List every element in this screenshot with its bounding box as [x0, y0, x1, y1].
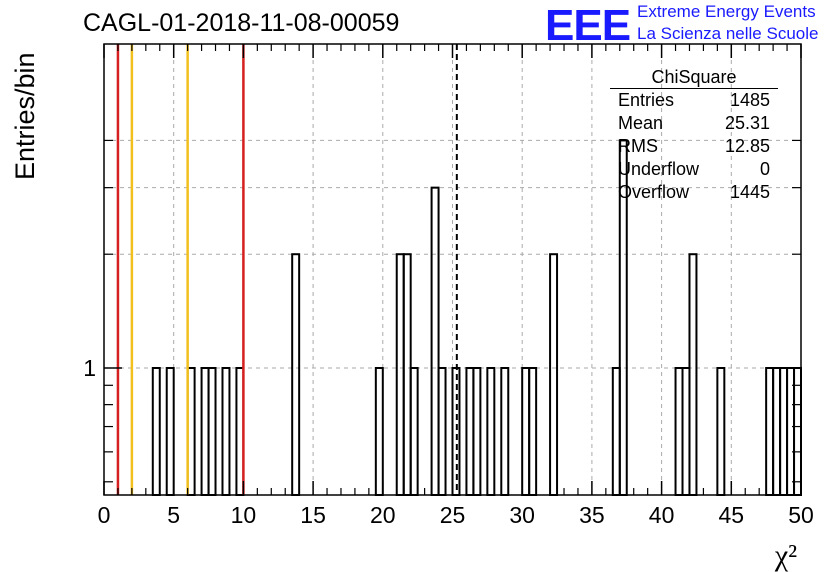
chart-title: CAGL-01-2018-11-08-00059 [83, 9, 400, 37]
histogram-bin [765, 367, 775, 496]
x-tick-label: 20 [370, 502, 396, 528]
x-tick-label: 5 [167, 502, 180, 528]
x-tick-label: 25 [440, 502, 466, 528]
histogram-bin [793, 367, 803, 496]
x-tick-label: 30 [509, 502, 535, 528]
histogram-bin [486, 367, 496, 496]
x-tick-labels: 0 5 10 15 20 25 30 35 40 45 50 [98, 502, 814, 528]
histogram-bin [437, 367, 447, 496]
stats-row: Mean 25.31 [618, 113, 770, 133]
brand-line-1: Extreme Energy Events [637, 2, 816, 21]
stats-title: ChiSquare [610, 66, 778, 89]
x-tick-label: 50 [788, 502, 814, 528]
histogram-bin [549, 253, 559, 496]
histogram-bin [521, 367, 531, 496]
x-tick-label: 15 [300, 502, 326, 528]
histogram-bin [465, 367, 475, 496]
stats-row: RMS 12.85 [618, 136, 770, 156]
histogram-bin [528, 367, 538, 496]
histogram-bin [221, 367, 231, 496]
histogram-bin [779, 367, 789, 496]
histogram-bin [472, 367, 482, 496]
histogram-bin [430, 186, 440, 496]
x-tick-label: 0 [98, 502, 111, 528]
stats-row: Entries 1485 [618, 90, 770, 110]
histogram-bin [151, 367, 161, 496]
histogram-bin [674, 367, 684, 496]
x-axis-label: χ² [774, 539, 797, 572]
eee-logo: EEE [545, 1, 631, 50]
histogram-bin [681, 367, 691, 496]
histogram-bin [395, 253, 405, 496]
y-axis-label: Entries/bin [10, 52, 40, 180]
stats-box: ChiSquare Entries 1485 Mean 25.31 RMS 12.85… [610, 66, 778, 204]
histogram-bin [409, 367, 419, 496]
histogram-bin [165, 367, 175, 496]
axes-frame [103, 43, 802, 496]
x-tick-label: 45 [719, 502, 745, 528]
stats-row: Underflow 0 [618, 159, 770, 179]
histogram-bin [374, 367, 384, 496]
histogram-bin [200, 367, 210, 496]
histogram-bin [772, 367, 782, 496]
histogram-bin [611, 367, 621, 496]
histogram-bin [688, 253, 698, 496]
reference-lines [116, 44, 458, 495]
histogram-bin [291, 253, 301, 496]
y-tick-labels: 1 [83, 355, 96, 381]
histogram-bin [207, 367, 217, 496]
y-tick-label: 1 [83, 355, 96, 381]
histogram-bin [716, 367, 726, 496]
histogram-bin [786, 367, 796, 496]
x-tick-label: 35 [579, 502, 605, 528]
stats-row: Overflow 1445 [618, 182, 770, 202]
x-tick-label: 10 [231, 502, 257, 528]
brand-line-2: La Scienza nelle Scuole [637, 24, 819, 43]
x-tick-label: 40 [649, 502, 675, 528]
histogram-bin [500, 367, 510, 496]
histogram-bin [402, 253, 412, 496]
